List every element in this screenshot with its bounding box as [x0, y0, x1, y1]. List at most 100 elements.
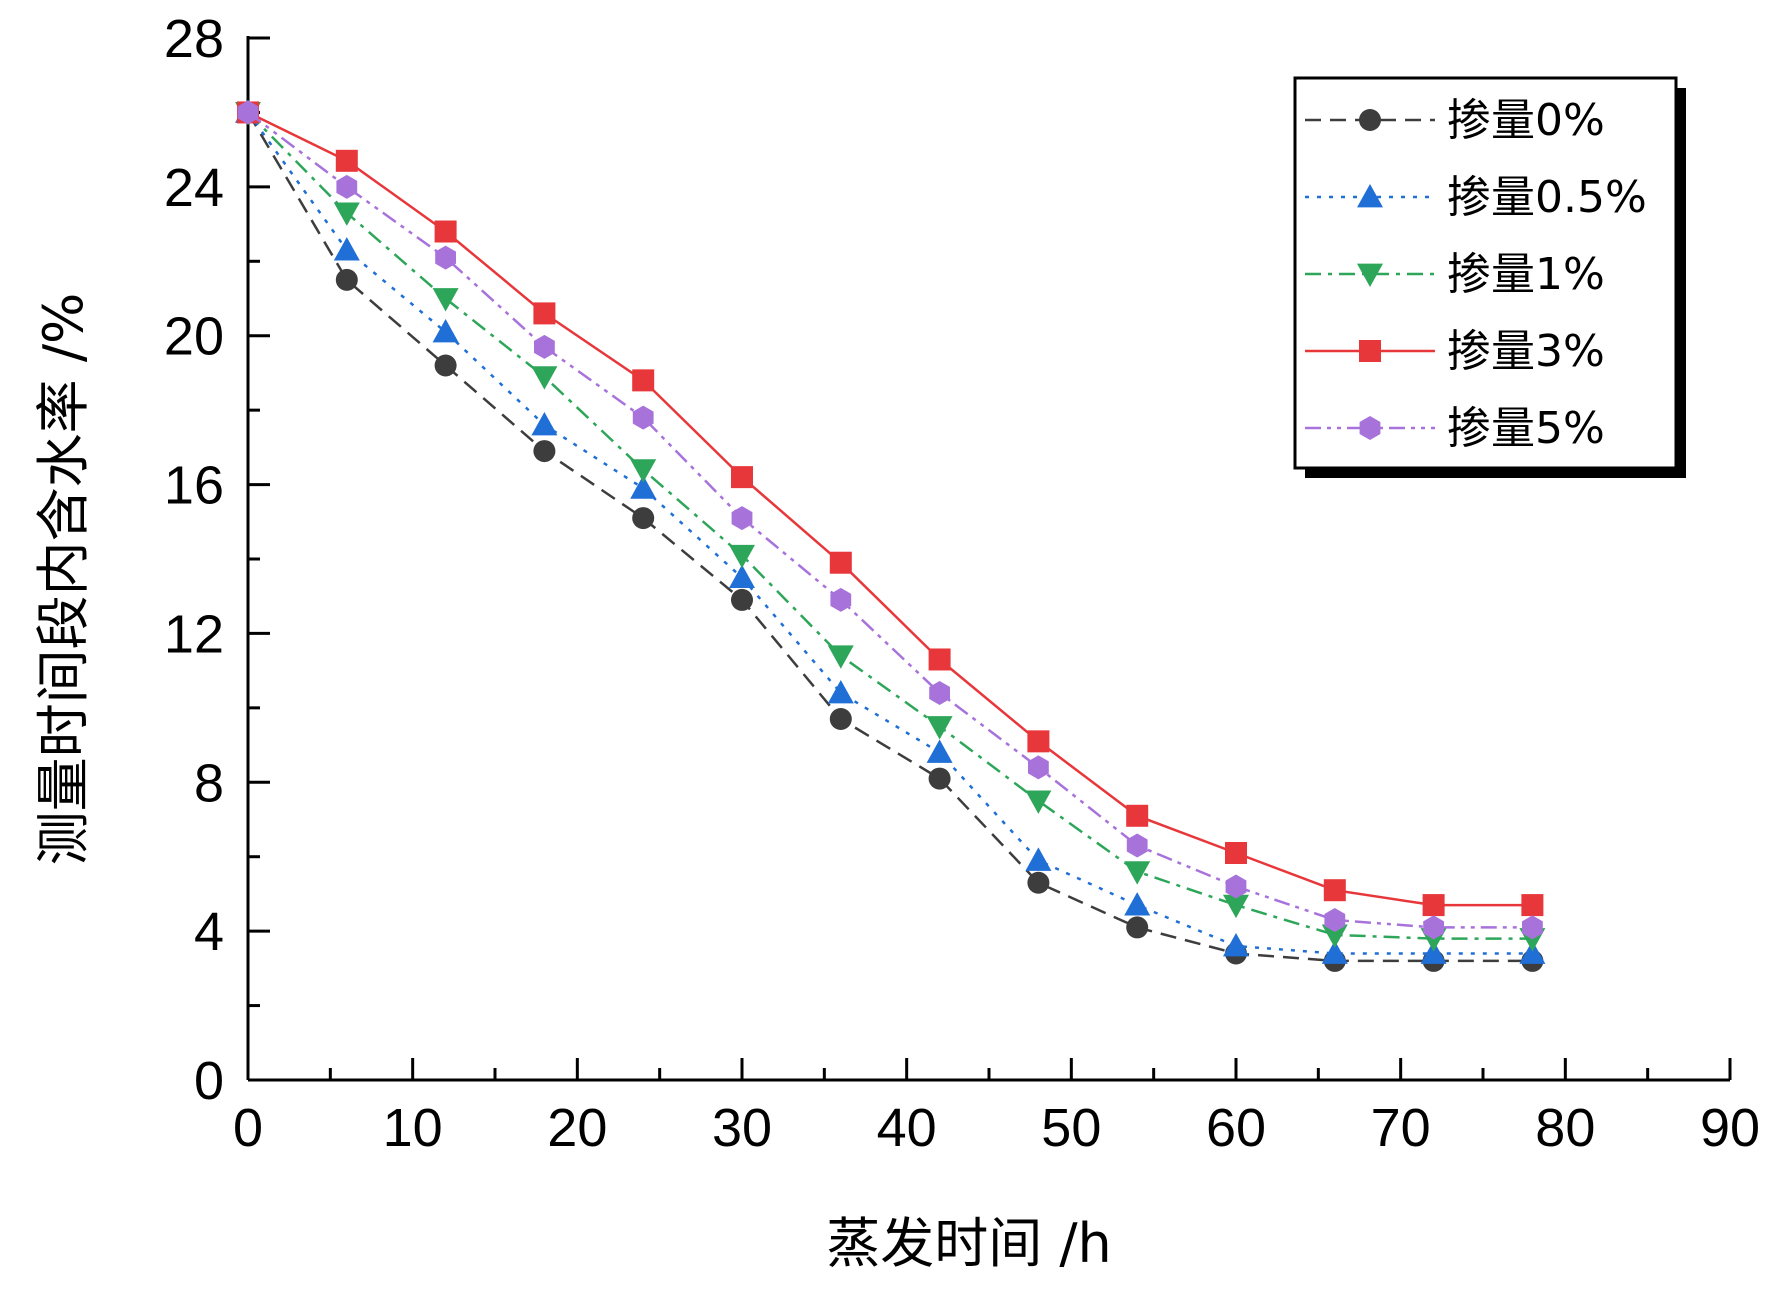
data-point — [1025, 847, 1052, 871]
legend-label: 掺量1% — [1447, 249, 1605, 300]
data-point — [432, 318, 459, 343]
data-point — [1422, 894, 1445, 917]
series-4 — [237, 100, 1543, 940]
data-point — [533, 302, 556, 325]
data-point — [1420, 940, 1447, 964]
data-point — [1519, 940, 1546, 964]
data-point — [827, 645, 854, 669]
legend-marker — [1359, 340, 1381, 362]
legend-marker — [1357, 263, 1383, 287]
data-point — [1321, 924, 1348, 948]
series-line — [247, 111, 1533, 940]
data-point — [632, 507, 655, 530]
x-tick-label: 80 — [1535, 1098, 1595, 1158]
data-point — [1124, 892, 1151, 916]
x-tick-label: 20 — [547, 1098, 607, 1158]
series-line — [246, 111, 1533, 955]
data-point — [1321, 940, 1348, 964]
data-point — [632, 369, 655, 392]
data-point — [630, 475, 657, 499]
data-point — [729, 564, 755, 589]
y-tick-label: 28 — [164, 9, 224, 69]
x-tick-label: 0 — [233, 1098, 263, 1158]
legend: 掺量0% 掺量0.5% 掺量1% 掺量3% 掺量5% — [1293, 76, 1686, 478]
legend-entry: 掺量0.5% — [1305, 172, 1647, 223]
x-tick-label: 40 — [877, 1098, 937, 1158]
axes: 0 10 20 30 40 50 60 70 80 90 0 4 8 12 16 20 24 28 — [164, 9, 1760, 1158]
legend-marker — [1359, 109, 1381, 131]
x-tick-label: 30 — [712, 1098, 772, 1158]
x-tick-label: 70 — [1371, 1098, 1431, 1158]
series-2 — [235, 102, 1546, 952]
data-point — [926, 739, 953, 763]
data-point — [731, 588, 753, 611]
data-point — [928, 648, 951, 671]
data-point — [333, 202, 360, 226]
data-point — [829, 551, 852, 574]
data-point — [1225, 874, 1247, 899]
series-1 — [235, 99, 1546, 964]
data-point — [929, 681, 950, 705]
legend-entry: 掺量1% — [1305, 249, 1605, 300]
data-point — [1225, 841, 1247, 864]
data-point — [1126, 804, 1149, 827]
data-point — [827, 679, 854, 704]
data-point — [731, 506, 753, 531]
x-tick-label: 60 — [1206, 1098, 1266, 1158]
data-point — [432, 288, 459, 312]
data-point — [829, 708, 852, 731]
legend-label: 掺量0% — [1447, 95, 1605, 146]
data-point — [533, 440, 556, 463]
data-point — [336, 174, 358, 199]
data-point — [630, 459, 657, 483]
y-tick-label: 12 — [164, 604, 224, 664]
legend-marker — [1359, 416, 1381, 440]
data-point — [1025, 790, 1052, 814]
y-tick-label: 0 — [194, 1051, 224, 1111]
data-point — [1027, 871, 1050, 894]
legend-marker — [1357, 184, 1383, 208]
series-group — [235, 99, 1546, 972]
data-point — [1126, 833, 1148, 858]
data-point — [1223, 894, 1249, 919]
data-point — [632, 405, 654, 430]
y-axis-title: 测量时间段内含水率 /% — [32, 293, 95, 866]
data-point — [729, 544, 755, 569]
y-tick-label: 16 — [164, 456, 224, 516]
x-tick-label: 50 — [1041, 1098, 1101, 1158]
data-point — [1423, 915, 1444, 940]
legend-entry: 掺量0% — [1305, 95, 1605, 146]
data-point — [335, 149, 358, 172]
x-tick-label: 10 — [383, 1098, 443, 1158]
data-point — [434, 220, 457, 243]
data-point — [335, 268, 358, 291]
data-point — [731, 466, 753, 489]
data-point — [926, 716, 953, 740]
data-point — [333, 237, 360, 261]
legend-label: 掺量5% — [1447, 403, 1605, 454]
data-point — [1323, 879, 1346, 902]
data-point — [830, 587, 852, 612]
legend-entry: 掺量5% — [1305, 403, 1605, 454]
x-tick-label: 90 — [1700, 1098, 1760, 1158]
data-point — [1223, 933, 1249, 957]
series-line — [247, 111, 1533, 929]
data-point — [928, 767, 951, 790]
data-point — [1522, 915, 1543, 940]
series-3 — [237, 101, 1544, 917]
data-point — [1124, 861, 1151, 885]
legend-entry: 掺量3% — [1305, 326, 1605, 377]
y-tick-label: 8 — [194, 753, 224, 813]
data-point — [434, 354, 457, 377]
y-tick-label: 4 — [194, 902, 224, 962]
y-tick-label: 24 — [164, 158, 224, 218]
series-line — [246, 111, 1533, 963]
legend-label: 掺量3% — [1447, 326, 1605, 377]
legend-box — [1293, 76, 1678, 470]
x-axis-title: 蒸发时间 /h — [826, 1212, 1112, 1275]
data-point — [1028, 755, 1049, 780]
data-point — [237, 100, 259, 125]
data-point — [1521, 894, 1544, 917]
